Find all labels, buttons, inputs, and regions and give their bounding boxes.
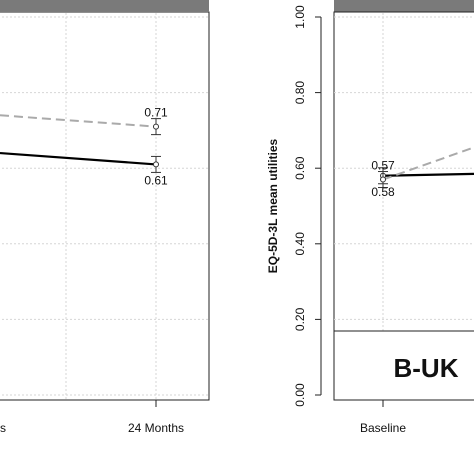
left-series-dashed-line: [0, 114, 157, 128]
left-x-tick-label-start: s: [0, 421, 6, 435]
left-data-label-0-61: 0.61: [144, 173, 168, 187]
left-x-axis: s 24 Months: [0, 400, 184, 435]
left-solid-point-1: [153, 161, 159, 168]
right-y-tick-label-0: 0.00: [293, 383, 307, 407]
left-dashed-point-1: [153, 123, 159, 130]
left-title-strip: [0, 0, 209, 12]
left-data-labels: 0.61 0.71: [144, 106, 168, 188]
right-series: [378, 146, 474, 189]
right-dashed-point-0: [380, 176, 386, 183]
right-y-tick-label-1: 0.20: [293, 307, 307, 331]
right-series-dashed-line: [382, 146, 474, 181]
left-grid: [0, 13, 209, 399]
right-data-labels: 0.58 0.57: [371, 159, 395, 199]
right-data-label-0-58: 0.58: [371, 185, 395, 199]
left-series: [0, 114, 161, 173]
left-data-label-0-71: 0.71: [144, 106, 168, 120]
right-y-axis: 0.00 0.20 0.40 0.60 0.80 1.00: [293, 5, 322, 407]
right-x-axis: Baseline: [360, 400, 406, 435]
right-y-tick-label-4: 0.80: [293, 81, 307, 105]
left-series-solid-line: [0, 151, 157, 166]
left-x-tick-label-24-months: 24 Months: [128, 421, 184, 435]
right-series-solid-line: [382, 172, 474, 177]
panel-tag-box: [333, 330, 474, 401]
right-data-label-0-57: 0.57: [371, 159, 395, 173]
panel-tag: B-UK: [394, 353, 459, 383]
right-y-tick-label-2: 0.40: [293, 232, 307, 256]
right-y-tick-label-3: 0.60: [293, 156, 307, 180]
right-panel: 0.58 0.57 0.00 0.20 0.40 0.60 0.80 1.00 EQ-5D-…: [266, 0, 474, 435]
right-y-axis-title: EQ-5D-3L mean utilities: [266, 138, 280, 273]
right-y-tick-label-5: 1.00: [293, 5, 307, 29]
left-panel: 0.61 0.71 s 24 Months: [0, 0, 210, 435]
right-title-strip: [334, 0, 474, 12]
right-x-tick-label-baseline: Baseline: [360, 421, 406, 435]
left-plot-frame: [0, 11, 210, 401]
